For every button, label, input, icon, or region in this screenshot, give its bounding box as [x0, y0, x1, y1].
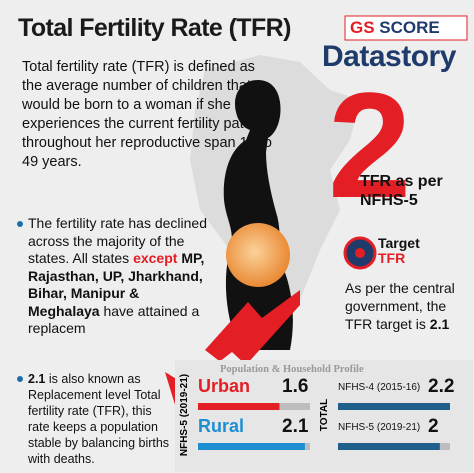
row-value: 2	[428, 416, 439, 437]
bullet-text: The fertility rate has declined across t…	[28, 215, 207, 266]
tfr-label: TFR as per NFHS-5	[360, 172, 443, 210]
tfr-value: 2	[328, 61, 412, 229]
tfr-label-2: NFHS-5	[360, 192, 418, 209]
bullet-dot	[17, 221, 23, 227]
target-dot	[355, 248, 365, 258]
group-label: NFHS-5 (2019-21)	[179, 374, 190, 456]
bullet-bold: MP, Rajasthan, UP, Jharkhand, Bihar, Man…	[28, 250, 205, 319]
bullet-text: have attained a replacem	[28, 302, 200, 337]
womb	[226, 223, 290, 287]
bullet-emphasis: except	[133, 250, 178, 266]
target-text: As per the central government, the TFR t…	[345, 279, 470, 333]
target-body: As per the central government, the TFR t…	[345, 280, 455, 332]
bar	[198, 403, 280, 410]
row-label: NFHS-4 (2015-16)	[338, 382, 421, 393]
bar	[338, 443, 440, 450]
group-label: TOTAL	[319, 399, 330, 431]
bullet-text: is also known as Replacement level Total…	[28, 372, 170, 466]
bar	[338, 403, 450, 410]
logo-gs: GS	[350, 18, 375, 37]
definition: Total fertility rate (TFR) is defined as…	[22, 59, 272, 170]
logo-box	[344, 15, 468, 41]
target-title-2: TFR	[378, 250, 406, 266]
target-value: 2.1	[429, 316, 450, 332]
panel-title: Population & Household Profile	[220, 364, 364, 375]
row-label: NFHS-5 (2019-21)	[338, 422, 421, 433]
row-label: Rural	[198, 416, 245, 436]
bar	[198, 443, 305, 450]
bullet-dot	[17, 376, 23, 382]
row-value: 2.2	[428, 376, 455, 397]
tfr-label-1: TFR as per	[360, 173, 443, 190]
silhouette	[223, 80, 293, 350]
arrow	[165, 290, 300, 408]
row-label: Urban	[198, 376, 251, 396]
panel	[175, 360, 473, 472]
row-value: 2.1	[282, 416, 309, 437]
logo-brand: Datastory	[322, 40, 456, 73]
bullet: The fertility rate has declined across t…	[28, 215, 208, 338]
logo: GS SCORE	[350, 18, 440, 38]
logo-score: SCORE	[379, 18, 440, 37]
bullet: 2.1 is also known as Replacement level T…	[28, 371, 174, 467]
target-title-1: Target	[378, 235, 420, 251]
target-title: Target TFR	[378, 236, 420, 266]
row-value: 1.6	[282, 376, 309, 397]
title: Total Fertility Rate (TFR)	[18, 14, 291, 42]
map	[190, 55, 360, 330]
bullet-bold: 2.1	[28, 372, 46, 386]
